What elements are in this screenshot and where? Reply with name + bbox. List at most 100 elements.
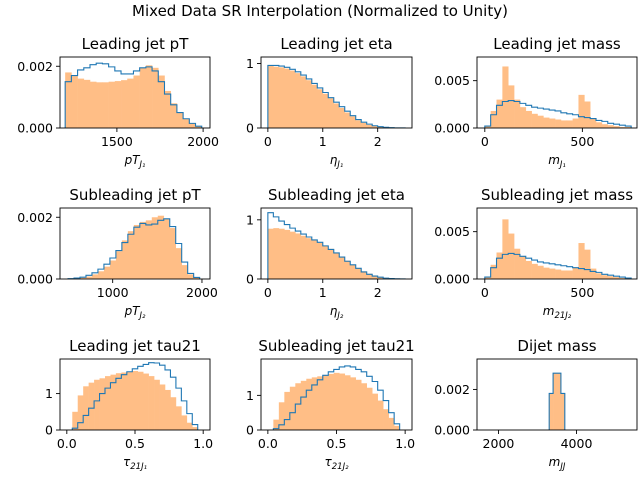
filled-bar bbox=[584, 101, 591, 128]
x-tick-label: 2 bbox=[374, 285, 382, 300]
x-tick-label: 1 bbox=[319, 134, 327, 149]
filled-bar bbox=[273, 419, 280, 430]
filled-bar bbox=[625, 127, 632, 128]
x-axis-label-sub: J₁ bbox=[138, 160, 146, 170]
filled-bar bbox=[601, 124, 609, 128]
x-axis-label-sub: J₁ bbox=[558, 160, 566, 170]
panel-title: Subleading jet mass bbox=[481, 186, 633, 204]
filled-bar bbox=[553, 373, 558, 430]
y-tick-label: 0.000 bbox=[434, 272, 470, 287]
axes-frame bbox=[476, 56, 638, 129]
filled-bar bbox=[333, 372, 340, 430]
filled-bar bbox=[83, 79, 91, 128]
filled-bar bbox=[109, 260, 117, 279]
filled-bar bbox=[267, 66, 274, 128]
filled-bar bbox=[278, 67, 285, 128]
filled-bar bbox=[590, 118, 597, 128]
x-tick-label: 0 bbox=[481, 134, 489, 149]
x-tick-label: 2000 bbox=[483, 436, 515, 451]
filled-bar bbox=[143, 373, 149, 430]
x-axis-label: τ21J₂ bbox=[325, 455, 350, 472]
filled-bar bbox=[164, 90, 171, 128]
filled-bar bbox=[72, 411, 79, 430]
filled-bar bbox=[339, 107, 346, 128]
x-tick-label: 1000 bbox=[97, 285, 129, 300]
filled-bar bbox=[372, 126, 378, 128]
filled-bar bbox=[103, 266, 111, 279]
step-series bbox=[484, 99, 632, 128]
filled-bar bbox=[519, 256, 527, 279]
step-series bbox=[267, 64, 406, 128]
filled-bar bbox=[549, 393, 554, 430]
filled-bar bbox=[596, 122, 603, 128]
filled-bar bbox=[366, 387, 373, 430]
panel-title: Subleading jet pT bbox=[69, 186, 201, 204]
filled-bar bbox=[295, 383, 302, 430]
filled-bar bbox=[322, 375, 329, 430]
x-axis-label: pTJ₂ bbox=[124, 304, 146, 321]
y-tick-label: 0.005 bbox=[434, 73, 470, 88]
filled-bar bbox=[175, 406, 182, 430]
filled-bar bbox=[183, 118, 190, 128]
filled-bar bbox=[560, 270, 568, 279]
filled-bar bbox=[186, 422, 193, 430]
axes-frame bbox=[59, 56, 211, 129]
x-axis-label-main: pT bbox=[124, 153, 142, 167]
filled-bar bbox=[514, 248, 521, 279]
filled-bar bbox=[525, 261, 532, 279]
filled-bar bbox=[278, 402, 285, 430]
x-tick-label: 2000 bbox=[187, 134, 219, 149]
filled-bar bbox=[121, 80, 128, 128]
filled-bar bbox=[97, 271, 105, 279]
filled-bar bbox=[133, 224, 141, 279]
filled-bar bbox=[317, 242, 324, 279]
filled-bar bbox=[502, 219, 509, 279]
filled-bar bbox=[496, 99, 503, 128]
filled-bar bbox=[519, 107, 527, 128]
y-tick-label: 1 bbox=[246, 388, 254, 403]
filled-bar bbox=[490, 110, 497, 128]
y-tick-label: 0.002 bbox=[17, 59, 53, 74]
y-tick-label: 0.000 bbox=[434, 121, 470, 136]
subplot-2: 0 1 2 0 1 Leading jet eta ηJ₁ bbox=[246, 35, 413, 170]
filled-bar bbox=[566, 270, 573, 279]
filled-bar bbox=[96, 82, 103, 128]
plot-area bbox=[484, 219, 632, 279]
x-tick-label: 0.0 bbox=[57, 436, 77, 451]
filled-bar bbox=[102, 82, 109, 128]
filled-bar bbox=[578, 94, 585, 128]
filled-bar bbox=[267, 228, 274, 279]
filled-bar bbox=[361, 271, 367, 279]
filled-bar bbox=[154, 379, 160, 430]
filled-bar bbox=[137, 371, 144, 430]
filled-bar bbox=[181, 415, 188, 430]
filled-bar bbox=[619, 127, 626, 128]
filled-bar bbox=[311, 377, 318, 430]
filled-bar bbox=[114, 81, 122, 128]
filled-bar bbox=[126, 371, 133, 430]
x-tick-label: 1.0 bbox=[193, 436, 213, 451]
subplot-5: 0 1 2 0 1 Subleading jet eta ηJ₂ bbox=[246, 186, 413, 321]
plot-area bbox=[548, 372, 566, 430]
y-tick-label: 0 bbox=[246, 272, 254, 287]
filled-bar bbox=[372, 275, 378, 279]
filled-bar bbox=[490, 264, 497, 279]
x-axis-label-sub: 21J₁ bbox=[130, 462, 147, 472]
filled-bar bbox=[619, 278, 626, 279]
filled-bar bbox=[317, 376, 324, 430]
filled-bar bbox=[333, 103, 340, 128]
filled-bar bbox=[306, 80, 313, 128]
x-tick-label: 500 bbox=[570, 285, 594, 300]
axes-frame bbox=[476, 207, 638, 280]
filled-bar bbox=[83, 386, 89, 430]
x-axis-label-main: m bbox=[543, 304, 555, 318]
filled-bar bbox=[572, 118, 579, 128]
filled-bar bbox=[65, 72, 72, 128]
plot-area bbox=[67, 215, 201, 279]
y-tick-label: 1 bbox=[246, 56, 254, 71]
x-axis-label: mJ₁ bbox=[548, 153, 566, 170]
filled-bar bbox=[189, 123, 196, 128]
subplot-9: 2000 4000 0.000 0.002 Dijet mass mJJ bbox=[434, 337, 638, 472]
filled-bar bbox=[284, 229, 291, 279]
